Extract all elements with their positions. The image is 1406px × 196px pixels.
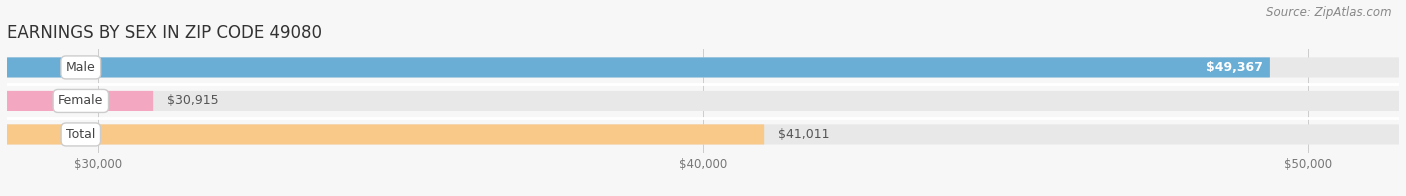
Text: Female: Female (58, 94, 104, 107)
FancyBboxPatch shape (7, 124, 765, 144)
Text: $30,915: $30,915 (167, 94, 219, 107)
Text: $41,011: $41,011 (778, 128, 830, 141)
FancyBboxPatch shape (7, 57, 1270, 77)
FancyBboxPatch shape (7, 91, 1399, 111)
Text: EARNINGS BY SEX IN ZIP CODE 49080: EARNINGS BY SEX IN ZIP CODE 49080 (7, 24, 322, 42)
Text: Source: ZipAtlas.com: Source: ZipAtlas.com (1267, 6, 1392, 19)
FancyBboxPatch shape (7, 91, 153, 111)
Text: Total: Total (66, 128, 96, 141)
FancyBboxPatch shape (7, 124, 1399, 144)
Text: $49,367: $49,367 (1206, 61, 1263, 74)
Text: Male: Male (66, 61, 96, 74)
FancyBboxPatch shape (7, 57, 1399, 77)
